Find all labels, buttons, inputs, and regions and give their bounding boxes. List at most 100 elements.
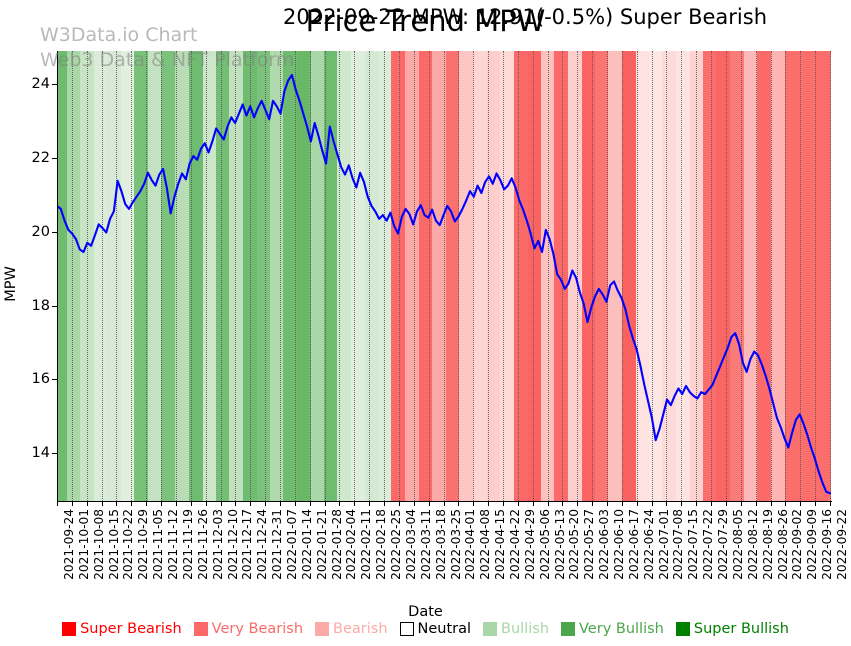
regime-band (473, 51, 488, 501)
gridline (294, 51, 296, 501)
x-axis-tick-label: 2022-07-15 (686, 509, 701, 580)
y-axis-tick-label: 14 (31, 445, 50, 462)
x-axis-tick-label: 2022-03-11 (418, 509, 433, 580)
x-axis-tick-mark (725, 501, 727, 506)
gridline (339, 51, 341, 501)
gridline (830, 51, 831, 501)
x-axis-tick-mark (309, 501, 311, 506)
legend-item[interactable]: Neutral (399, 621, 471, 637)
legend-swatch-icon (399, 622, 414, 636)
x-axis-tick-mark (740, 501, 742, 506)
legend-item[interactable]: Super Bullish (675, 621, 789, 637)
gridline (770, 51, 772, 501)
regime-band (256, 51, 271, 501)
gridline (413, 51, 415, 501)
x-axis-tick-label: 2022-09-16 (820, 509, 835, 580)
regime-band (378, 51, 392, 501)
legend-label: Super Bullish (693, 621, 789, 637)
legend-label: Bullish (501, 621, 550, 637)
regime-band (527, 51, 542, 501)
x-axis-tick-label: 2022-02-25 (389, 509, 404, 580)
regime-band (94, 51, 108, 501)
latest-value-annotation: 2022-09-22 MPW: 12.91(-0.5%) Super Beari… (283, 5, 768, 29)
x-axis-tick-mark (458, 501, 460, 506)
regime-band (757, 51, 772, 501)
x-axis-tick-mark (354, 501, 356, 506)
gridline (86, 51, 88, 501)
x-axis-tick-mark (190, 501, 192, 506)
x-axis-tick-mark (592, 501, 594, 506)
x-axis-tick-mark (517, 501, 519, 506)
x-axis-tick-mark (785, 501, 787, 506)
x-axis-tick-mark (428, 501, 430, 506)
x-axis-tick-label: 2021-11-12 (166, 509, 181, 580)
gridline (785, 51, 787, 501)
regime-band (445, 51, 461, 501)
legend-item[interactable]: Bearish (315, 621, 388, 637)
x-axis-tick-mark (547, 501, 549, 506)
gridline (161, 51, 163, 501)
legend-item[interactable]: Super Bearish (62, 621, 182, 637)
y-axis-tick-mark (52, 157, 57, 159)
gridline (666, 51, 668, 501)
gridline (577, 51, 579, 501)
gridline (681, 51, 683, 501)
x-axis-tick-mark (696, 501, 698, 506)
x-axis-tick-mark (443, 501, 445, 506)
regime-band (486, 51, 501, 501)
legend-item[interactable]: Very Bearish (193, 621, 303, 637)
x-axis-tick-mark (279, 501, 281, 506)
x-axis-tick-label: 2022-01-21 (314, 509, 329, 580)
regime-band (161, 51, 176, 501)
gridline (651, 51, 653, 501)
x-axis-tick-label: 2022-02-04 (344, 509, 359, 580)
x-axis-tick-label: 2021-11-05 (151, 509, 166, 580)
x-axis-tick-mark (770, 501, 772, 506)
x-axis-tick-mark (116, 501, 118, 506)
x-axis-tick-mark (57, 501, 58, 506)
gridline (502, 51, 504, 501)
x-axis-tick-mark (86, 501, 88, 506)
x-axis-tick-label: 2022-02-18 (374, 509, 389, 580)
x-axis-tick-label: 2022-05-13 (552, 509, 567, 580)
regime-band (107, 51, 122, 501)
gridline (815, 51, 817, 501)
legend-item[interactable]: Very Bullish (561, 621, 664, 637)
x-axis-tick-label: 2022-03-25 (448, 509, 463, 580)
x-axis-tick-mark (800, 501, 802, 506)
gridline (324, 51, 326, 501)
x-axis-tick-label: 2021-11-19 (180, 509, 195, 580)
x-axis-tick-label: 2022-07-08 (671, 509, 686, 580)
x-axis-tick-label: 2022-04-29 (522, 509, 537, 580)
legend-swatch-icon (561, 622, 576, 636)
x-axis-tick-mark (175, 501, 177, 506)
regime-band (635, 51, 650, 501)
x-axis-tick-mark (681, 501, 683, 506)
x-axis-tick-label: 2022-02-11 (359, 509, 374, 580)
x-axis-tick-label: 2022-03-18 (433, 509, 448, 580)
x-axis-tick-label: 2022-06-03 (597, 509, 612, 580)
regime-band (148, 51, 163, 501)
gridline (146, 51, 148, 501)
gridline (473, 51, 475, 501)
gridline (443, 51, 445, 501)
x-axis-tick-mark (830, 501, 831, 506)
legend-swatch-icon (675, 622, 690, 636)
regime-band (622, 51, 637, 501)
x-axis-tick-mark (636, 501, 638, 506)
gridline (398, 51, 400, 501)
gridline (547, 51, 549, 501)
legend-item[interactable]: Bullish (483, 621, 549, 637)
regime-band (716, 51, 731, 501)
regime-band (594, 51, 609, 501)
x-axis-tick-label: 2022-05-27 (582, 509, 597, 580)
x-axis-tick-mark (220, 501, 222, 506)
x-axis-tick-label: 2021-11-26 (195, 509, 210, 580)
x-axis-tick-label: 2021-10-08 (91, 509, 106, 580)
x-axis-tick-mark (146, 501, 148, 506)
x-axis-tick-mark (265, 501, 267, 506)
x-axis-tick-mark (369, 501, 371, 506)
regime-band (365, 51, 379, 501)
gridline (562, 51, 564, 501)
